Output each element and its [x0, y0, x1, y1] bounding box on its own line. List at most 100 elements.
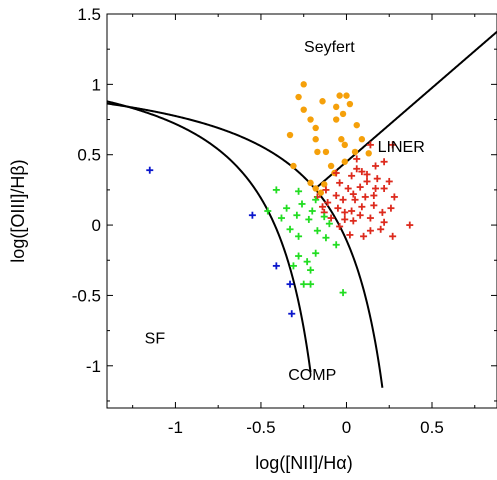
liner-point	[344, 184, 352, 192]
comp-point	[277, 214, 285, 222]
seyfert-point	[314, 148, 321, 156]
comp-point	[264, 207, 272, 215]
liner-point	[363, 170, 371, 178]
liner-point	[332, 169, 340, 177]
seyfert-point	[351, 148, 359, 156]
y-tick-label: 0.5	[77, 146, 101, 165]
seyfert-point	[333, 116, 340, 123]
region-label-sf: SF	[145, 330, 166, 347]
seyfert-point	[353, 121, 360, 129]
comp-point	[298, 200, 306, 208]
comp-point	[272, 186, 280, 194]
liner-point	[348, 172, 356, 180]
seyfert-point	[365, 150, 372, 157]
liner-point	[360, 232, 368, 240]
seyfert-point	[307, 116, 314, 123]
x-axis-label: log([NII]/Hα)	[255, 453, 352, 473]
region-label-seyfert: Seyfert	[304, 39, 355, 56]
liner-point	[389, 232, 397, 240]
comp-point	[322, 234, 330, 242]
seyfert-point	[307, 179, 314, 187]
comp-point	[295, 232, 303, 240]
seyfert-point	[286, 131, 294, 139]
liner-point	[370, 192, 378, 200]
liner-point	[339, 196, 347, 204]
seyfert-point	[321, 181, 328, 188]
comp-point	[300, 280, 308, 288]
liner-point	[327, 214, 335, 222]
curve-kewley	[107, 102, 384, 388]
liner-point	[372, 184, 380, 192]
comp-point	[289, 262, 297, 270]
seyfert-point	[290, 162, 297, 170]
comp-point	[286, 225, 294, 233]
liner-point	[361, 193, 369, 201]
liner-point	[378, 208, 386, 216]
liner-point	[341, 215, 349, 223]
seyfert-point	[338, 136, 345, 143]
seyfert-point	[300, 81, 307, 88]
liner-point	[366, 141, 374, 149]
comp-point	[307, 266, 315, 274]
sf-point	[248, 211, 256, 219]
liner-point	[372, 162, 380, 170]
liner-point	[356, 211, 364, 219]
liner-point	[351, 196, 359, 204]
y-tick-label: 1	[92, 75, 101, 94]
comp-point	[295, 187, 303, 195]
seyfert-point	[358, 136, 366, 143]
comp-point	[339, 289, 347, 297]
liner-point	[358, 203, 366, 211]
seyfert-point	[312, 136, 319, 143]
liner-point	[358, 168, 366, 176]
seyfert-point	[343, 92, 350, 99]
seyfert-point	[319, 98, 326, 105]
seyfert-point	[341, 158, 348, 165]
comp-point	[320, 213, 328, 221]
comp-point	[313, 227, 321, 235]
tick-labels: -1 -0.5 0 0.5 -1 -0.5 0 0.5 1 1.5	[72, 5, 444, 437]
sf-point	[146, 166, 154, 174]
liner-point	[363, 177, 371, 185]
seyfert-point	[346, 100, 354, 108]
liner-point	[353, 165, 361, 173]
liner-point	[377, 225, 385, 233]
comp-point	[325, 220, 333, 228]
region-label-comp: COMP	[288, 367, 336, 384]
seyfert-point	[300, 106, 307, 113]
liner-point	[346, 231, 354, 239]
seyfert-point	[312, 185, 319, 192]
sf-point	[272, 262, 280, 270]
comp-point	[307, 280, 315, 288]
liner-point	[380, 218, 388, 226]
seyfert-point	[312, 124, 319, 132]
liner-point	[380, 158, 388, 166]
axis-ticks	[107, 13, 497, 408]
comp-point	[332, 241, 340, 249]
liner-point	[319, 203, 327, 211]
x-tick-label: -0.5	[246, 418, 275, 437]
y-axis-label: log([OIII]/Hβ)	[8, 159, 28, 262]
liner-point	[348, 207, 356, 215]
y-tick-label: 0	[92, 216, 101, 235]
liner-point	[366, 214, 374, 222]
liner-point	[385, 177, 393, 185]
liner-point	[332, 192, 340, 200]
seyfert-point	[336, 92, 343, 99]
comp-point	[283, 204, 291, 212]
region-labels: Seyfert LINER SF COMP	[145, 39, 425, 384]
y-tick-label: -1	[86, 357, 101, 376]
seyfert-point	[333, 103, 340, 111]
liner-point	[389, 141, 397, 149]
x-tick-label: -1	[168, 418, 183, 437]
liner-point	[390, 193, 398, 201]
seyfert-point	[317, 189, 325, 196]
seyfert-point	[339, 110, 347, 118]
liner-point	[366, 227, 374, 235]
comp-point	[312, 196, 320, 204]
y-tick-label: 1.5	[77, 5, 101, 24]
plot-frame	[106, 13, 497, 409]
region-label-liner: LINER	[378, 139, 425, 156]
seyfert-point	[322, 148, 330, 156]
liner-point	[341, 208, 349, 216]
